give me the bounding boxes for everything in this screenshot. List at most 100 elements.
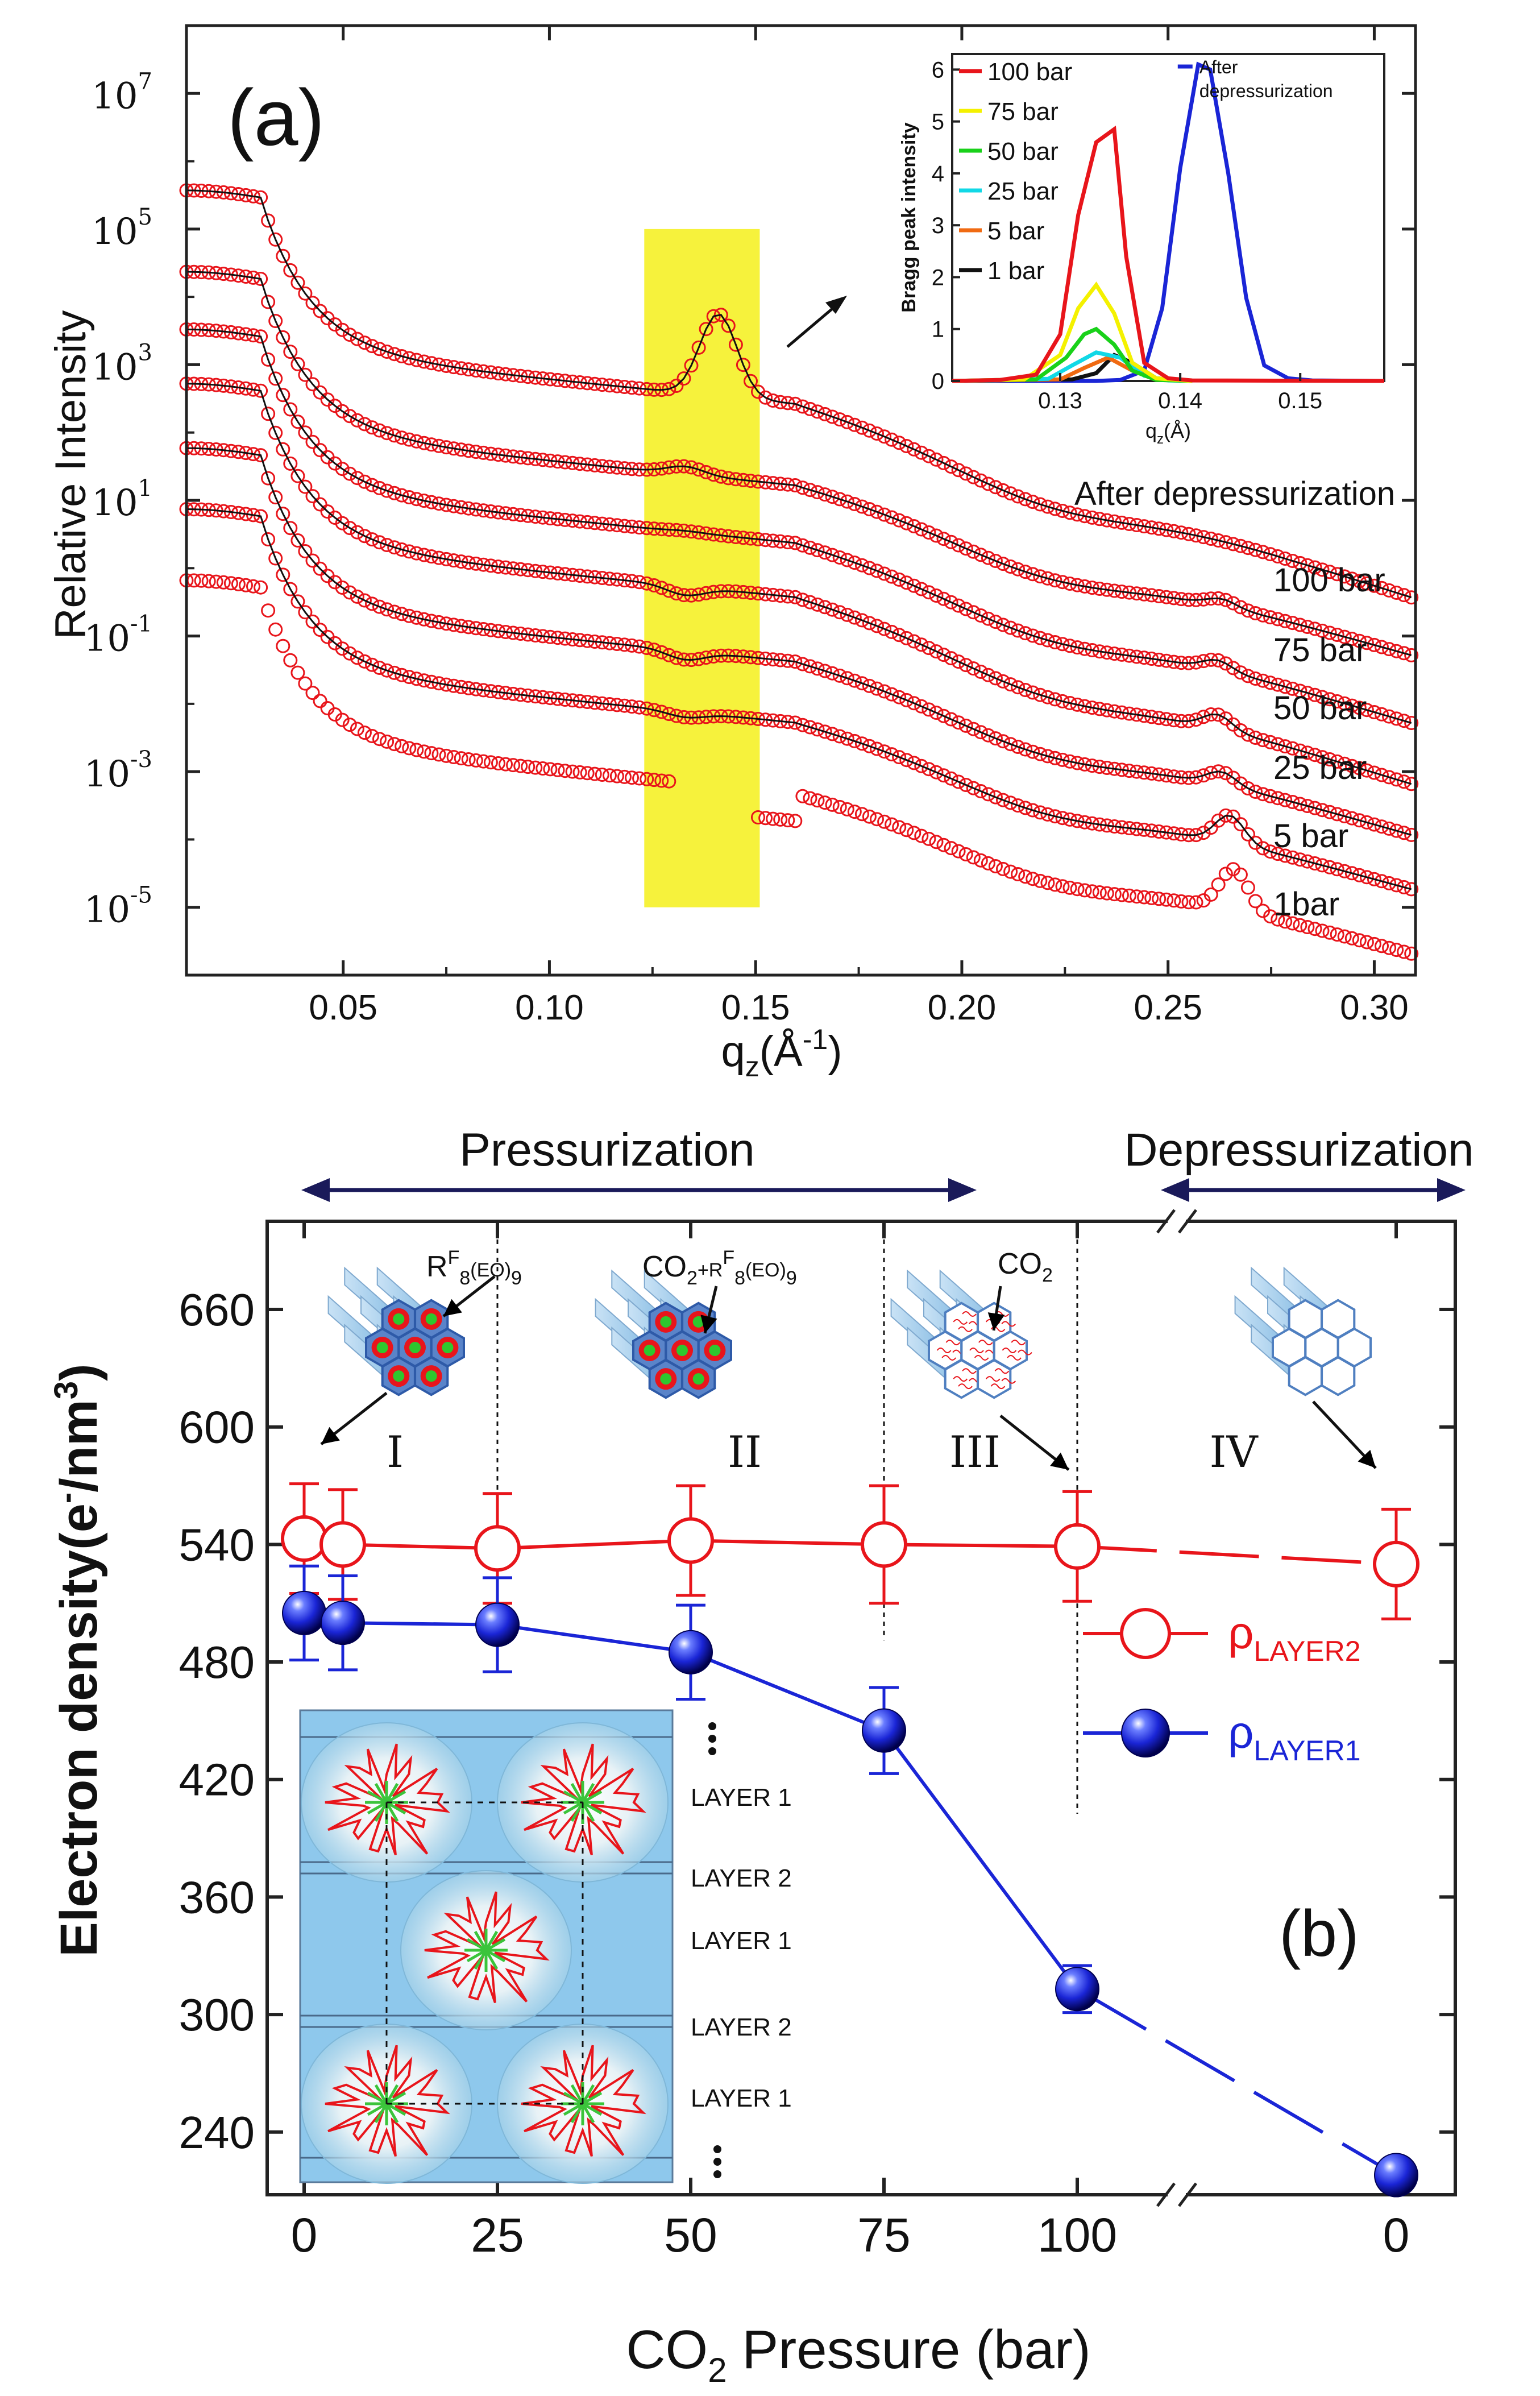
data-point [810,793,825,808]
data-point [1344,571,1359,586]
data-point [1278,914,1293,929]
data-point [996,483,1010,498]
data-point [1137,519,1152,534]
x-tick-label: 0.30 [1340,988,1409,1027]
data-point [781,813,795,828]
data-point [1003,737,1018,752]
data-point [817,664,832,678]
data-point [1367,936,1381,951]
data-point [944,459,958,474]
data-point [1122,517,1136,531]
data-point [409,671,424,686]
data-point [877,744,892,759]
data-point [1300,799,1315,813]
data-point [1352,574,1367,588]
data-point [1330,694,1344,708]
data-point [1040,633,1055,648]
layer-labels: LAYER 1 LAYER 2 LAYER 1 LAYER 2 LAYER 1 [691,1784,792,2112]
panel-b-x-axis: 0 25 50 75 100 0 [291,1221,1409,2262]
data-point [1011,798,1026,813]
data-point [1062,577,1077,591]
data-point [914,522,929,537]
data-point [1344,632,1359,646]
x-tick-label: 0.25 [1134,988,1202,1027]
data-point [899,693,914,707]
y-tick-label: 103 [92,339,152,388]
data-point [1278,552,1293,566]
saxs-series [179,441,1419,842]
data-point [223,576,238,591]
data-point [1033,805,1048,820]
data-point [1152,892,1167,906]
fluorocarbon-core [570,2103,584,2124]
data-point [640,576,654,591]
series-labels: After depressurization 100 bar 75 bar 50 ba… [1074,475,1395,923]
data-point [907,578,921,593]
pressurization-arrow [301,1178,977,1202]
data-point [1375,939,1389,954]
data-point [817,545,832,560]
data-point [817,600,832,615]
data-point [1404,827,1419,842]
data-point [254,329,268,344]
data-point [840,802,854,816]
data-point [550,762,565,777]
data-point [899,823,914,838]
data-point [921,449,936,463]
data-point [1330,807,1344,822]
data-point [431,747,446,762]
data-point [1226,537,1240,552]
data-point [832,799,847,814]
inset-pointer-arrowhead [825,296,847,314]
data-point [1092,582,1107,596]
data-point [372,342,387,357]
data-point [1337,929,1352,944]
panel-a-x-label: qz(Å-1) [721,1023,842,1083]
data-point [468,753,483,768]
data-point [357,335,372,350]
data-point [454,751,468,766]
rod-bundle-region-3 [890,1269,1032,1399]
data-point [380,602,395,617]
data-point [1271,791,1285,806]
data-point [365,339,379,354]
label-rf8eo9: RF8(EO)9 [426,1247,522,1289]
data-point [1085,700,1099,715]
data-point [1367,578,1381,593]
series-label: 100 bar [1273,562,1385,599]
inset-y-tick-label: 5 [932,110,944,135]
data-point [1218,592,1233,607]
data-point [721,471,736,486]
data-point [885,510,899,525]
data-point [335,462,350,476]
data-point [1300,920,1315,934]
data-point [1033,873,1048,888]
data-point [1099,886,1114,901]
inset-legend-label: depressurization [1199,81,1333,101]
data-point [372,535,387,550]
x-tick-label: 50 [664,2208,717,2262]
data-point [885,432,899,447]
data-point [640,772,654,786]
fluorocarbon-core [485,1949,506,1963]
data-point [1070,756,1085,770]
data-point [283,582,298,596]
data-point [1137,708,1152,723]
data-point [1382,583,1397,598]
data-point [877,621,892,636]
panel-a: 0.05 0.10 0.15 0.20 0.25 0.30 10710510310110-… [47,24,1419,1083]
data-point [298,676,313,691]
data-point [1003,677,1018,692]
data-point [536,761,550,776]
data-point [454,500,468,515]
fit-line [186,189,1412,599]
data-point [1300,686,1315,700]
inset-x-label: qz(Å) [1145,419,1191,447]
x-tick-label: 0.05 [309,988,377,1027]
data-point [847,497,862,511]
data-point [862,1708,906,1753]
data-point [766,811,781,826]
data-point [1077,883,1092,898]
data-point [321,1601,365,1645]
data-point [1137,890,1152,905]
